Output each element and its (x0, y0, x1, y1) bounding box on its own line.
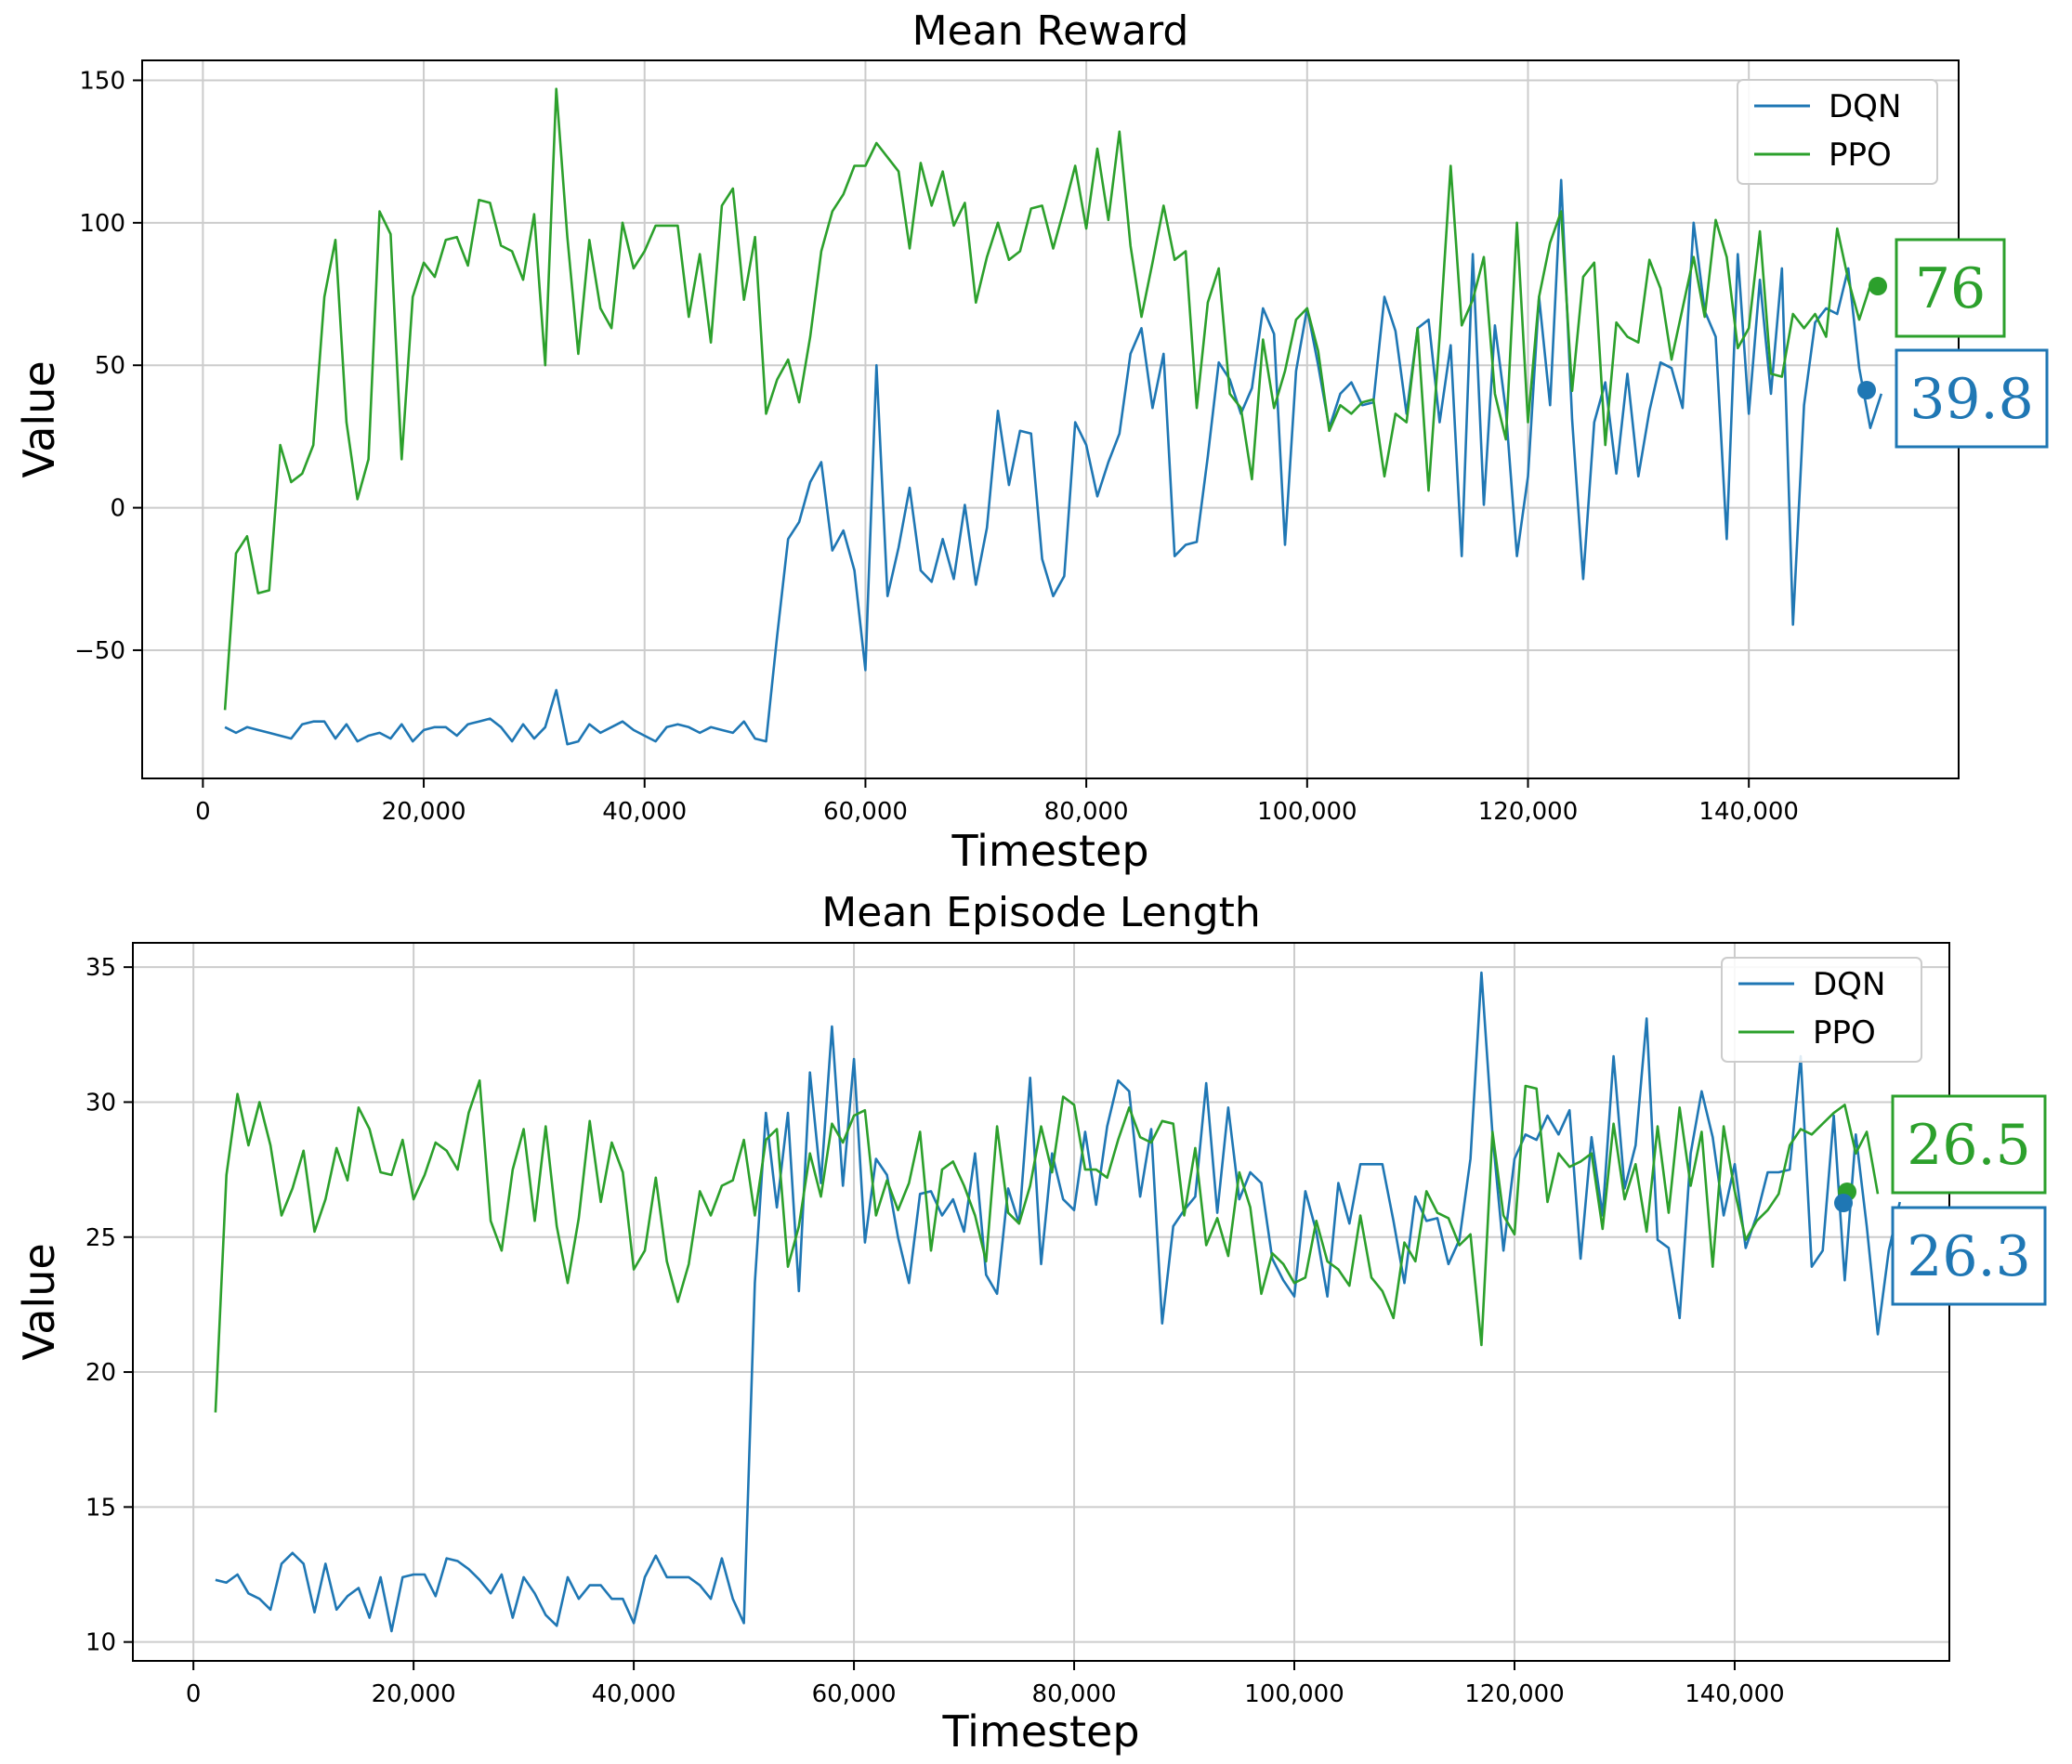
end-value-box-ppo (1895, 238, 2006, 338)
x-axis-label: Timestep (951, 826, 1148, 876)
end-marker-dqn (1834, 1194, 1853, 1212)
y-tick-label: 100 (79, 210, 125, 238)
chart-title: Mean Reward (912, 7, 1189, 55)
end-value-label-ppo: 26.5 (1907, 1113, 2031, 1178)
legend-label-ppo: PPO (1813, 1014, 1876, 1052)
y-tick-label: 50 (95, 352, 125, 380)
x-axis-label: Timestep (941, 1706, 1139, 1757)
x-tick-label: 20,000 (372, 1680, 456, 1708)
series-line-ppo (214, 1078, 1880, 1413)
end-marker-dqn (1857, 381, 1876, 399)
y-tick-label: 15 (85, 1494, 116, 1522)
x-tick-label: 0 (186, 1680, 202, 1708)
x-tick-label: 40,000 (592, 1680, 676, 1708)
end-marker-ppo (1869, 277, 1887, 295)
legend-label-ppo: PPO (1829, 137, 1892, 174)
y-axis-label: Value (14, 360, 64, 477)
end-value-box-dqn (1891, 1206, 2047, 1306)
y-tick-label: 35 (85, 954, 116, 982)
x-tick-label: 40,000 (602, 798, 687, 826)
series-line-dqn (215, 971, 1901, 1633)
end-value-box-ppo (1891, 1094, 2047, 1195)
legend-label-dqn: DQN (1813, 966, 1885, 1003)
legend-label-dqn: DQN (1829, 88, 1901, 125)
chart-title: Mean Episode Length (821, 889, 1260, 936)
y-tick-label: 25 (85, 1224, 116, 1252)
end-value-label-dqn: 26.3 (1907, 1224, 2031, 1289)
y-tick-label: 20 (85, 1359, 116, 1387)
x-tick-label: 60,000 (823, 798, 908, 826)
x-tick-label: 60,000 (812, 1680, 897, 1708)
y-tick-label: 10 (85, 1629, 116, 1657)
x-tick-label: 20,000 (382, 798, 466, 826)
x-tick-label: 80,000 (1032, 1680, 1117, 1708)
x-tick-label: 120,000 (1464, 1680, 1565, 1708)
y-axis-label: Value (14, 1243, 64, 1360)
x-tick-label: 140,000 (1685, 1680, 1785, 1708)
end-value-box-dqn (1895, 348, 2049, 449)
y-tick-label: 150 (79, 67, 125, 95)
x-tick-label: 100,000 (1244, 1680, 1344, 1708)
x-tick-label: 120,000 (1478, 798, 1579, 826)
y-tick-label: 30 (85, 1089, 116, 1117)
end-value-label-ppo: 76 (1915, 256, 1986, 321)
x-tick-label: 80,000 (1044, 798, 1129, 826)
x-tick-label: 140,000 (1698, 798, 1799, 826)
mean-episode-length-chart: Mean Episode Length 0 20,000 40,000 60,000 80… (14, 889, 2047, 1757)
series-line-dqn (224, 178, 1883, 746)
y-tick-label: 0 (110, 495, 125, 523)
mean-reward-chart: Mean Reward 0 20,000 40,000 60,000 80,000 100,… (14, 7, 2049, 876)
series-line-ppo (223, 87, 1872, 711)
x-tick-label: 0 (195, 798, 211, 826)
end-value-label-dqn: 39.8 (1909, 367, 2034, 432)
y-tick-label: −50 (74, 637, 125, 665)
x-tick-label: 100,000 (1257, 798, 1357, 826)
plot-frame (141, 59, 1960, 779)
